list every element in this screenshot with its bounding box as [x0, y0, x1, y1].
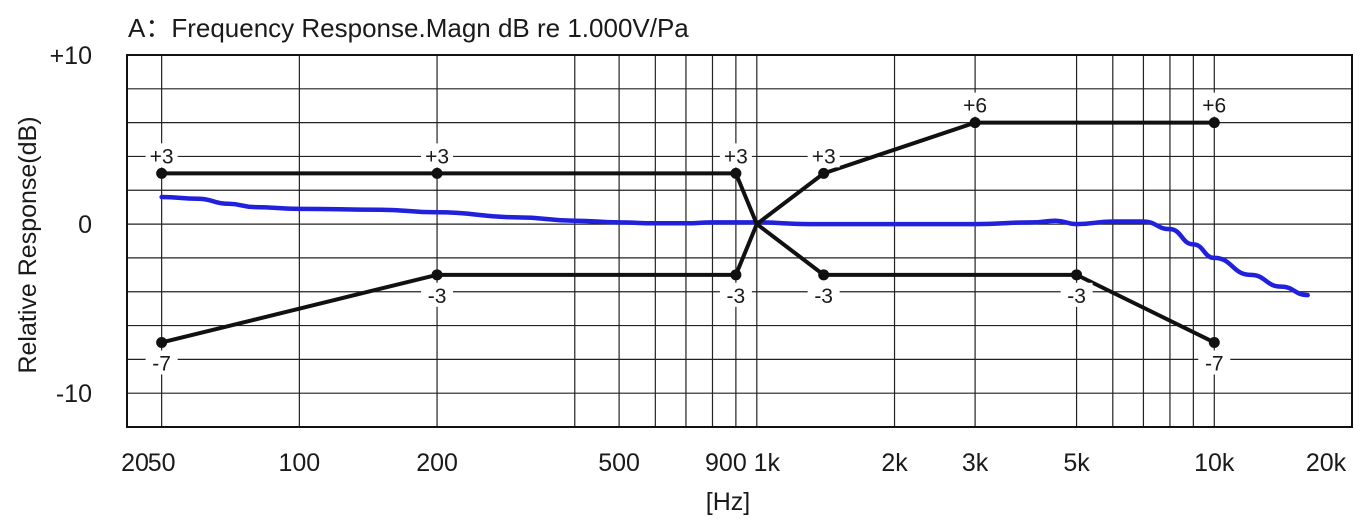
data-label: -7 — [1205, 352, 1224, 375]
upper-tolerance-point — [156, 167, 168, 179]
data-label: +3 — [724, 145, 748, 168]
y-tick-label: 0 — [78, 211, 92, 239]
data-label-background — [719, 282, 752, 307]
data-label: -3 — [727, 285, 746, 308]
data-series: +3 +3 +3 +3 +6 +6 -7 -3 -3 -3 -3 -7 — [145, 92, 1310, 375]
lower-tolerance-point — [1071, 269, 1083, 281]
upper-tolerance-point — [969, 117, 981, 129]
x-axis-label: [Hz] — [706, 488, 750, 516]
y-tick-label: +10 — [50, 42, 92, 70]
x-tick-label: 200 — [416, 449, 458, 477]
lower-tolerance-line — [161, 220, 1216, 345]
data-label-background — [959, 92, 992, 117]
data-label-background — [145, 350, 178, 375]
data-label: -3 — [814, 285, 833, 308]
lower-tolerance-point — [431, 269, 443, 281]
data-label: -7 — [152, 352, 171, 375]
x-tick-label: 1k — [754, 449, 781, 477]
data-label-background — [145, 143, 178, 168]
data-label-background — [807, 282, 840, 307]
data-label: +3 — [150, 145, 174, 168]
data-label-background — [1060, 282, 1093, 307]
data-label: +3 — [425, 145, 449, 168]
upper-tolerance-point — [431, 167, 443, 179]
data-label: +3 — [812, 145, 836, 168]
lower-tolerance-point — [1208, 336, 1220, 348]
lower-tolerance-point — [818, 269, 830, 281]
data-label-background — [421, 143, 454, 168]
upper-tolerance-point — [1208, 117, 1220, 129]
plot-frame — [126, 54, 1353, 428]
x-tick-label: 50 — [148, 449, 176, 477]
lower-tolerance-point — [156, 336, 168, 348]
x-tick-label: 20 — [121, 449, 149, 477]
grid-lines — [127, 54, 1353, 428]
x-tick-label: 900 — [705, 449, 747, 477]
data-label-background — [807, 143, 840, 168]
x-tick-label: 2k — [881, 449, 908, 477]
x-tick-label: 5k — [1063, 449, 1090, 477]
y-tick-label: -10 — [56, 380, 92, 408]
response-curve — [159, 194, 1310, 298]
x-tick-label: 500 — [598, 449, 640, 477]
data-label: -3 — [428, 285, 447, 308]
x-tick-label: 10k — [1194, 449, 1235, 477]
data-label: +6 — [1202, 95, 1226, 118]
data-label-background — [1198, 350, 1231, 375]
data-label-background — [421, 282, 454, 307]
y-axis-label: Relative Response(dB) — [14, 116, 42, 373]
data-label-background — [719, 143, 752, 168]
y-tick-labels: +10 0 -10 — [50, 42, 92, 408]
x-tick-label: 100 — [278, 449, 320, 477]
data-label: -3 — [1067, 285, 1086, 308]
x-tick-label: 20k — [1306, 449, 1347, 477]
chart-title: A：Frequency Response.Magn dB re 1.000V/P… — [128, 13, 689, 43]
data-label: +6 — [963, 95, 987, 118]
data-label-background — [1198, 92, 1231, 117]
lower-tolerance-point — [730, 269, 742, 281]
x-tick-label: 3k — [962, 449, 989, 477]
upper-tolerance-point — [730, 167, 742, 179]
upper-tolerance-point — [818, 167, 830, 179]
